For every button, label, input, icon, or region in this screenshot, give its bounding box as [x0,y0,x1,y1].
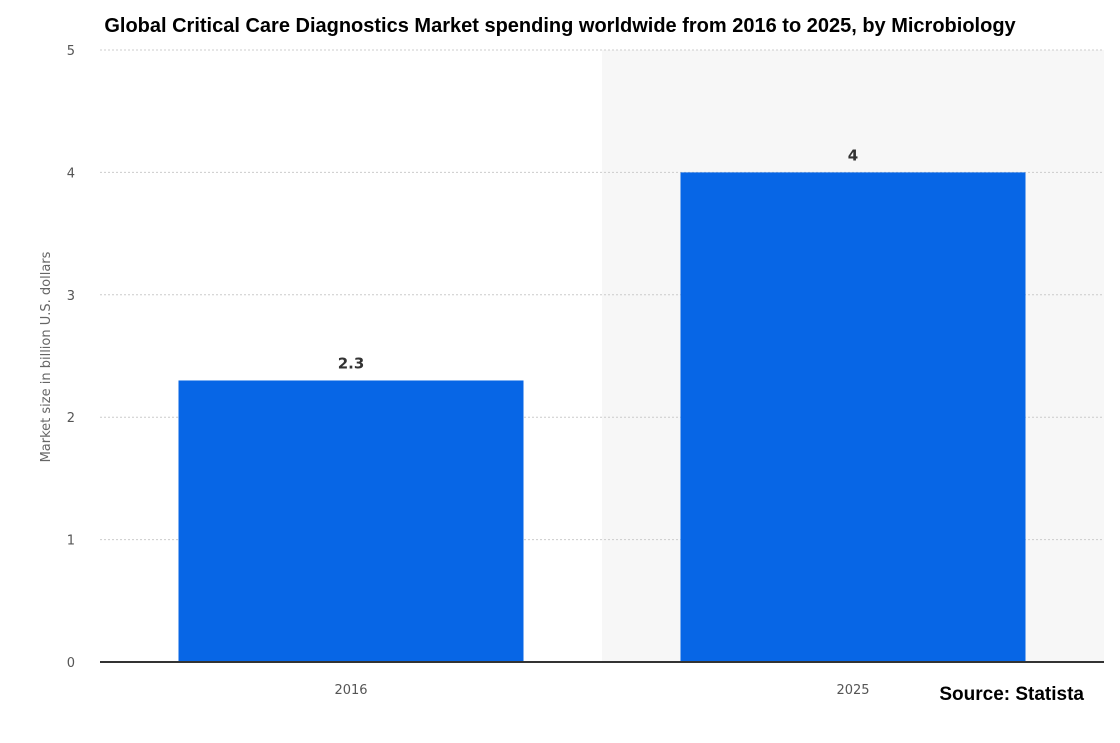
y-axis-label: Market size in billion U.S. dollars [39,251,54,462]
data-label-2016: 2.3 [338,354,365,372]
x-tick-label-2025: 2025 [836,683,869,698]
x-axis-ticks: 2016 2025 [334,683,869,698]
bar-2025 [680,172,1026,662]
x-tick-label-2016: 2016 [334,683,367,698]
bar-2016 [178,380,524,662]
y-tick-label: 0 [67,656,75,671]
y-axis-ticks: 0 1 2 3 4 5 [67,44,75,671]
y-tick-label: 1 [67,534,75,549]
source-label: Source: Statista [939,684,1084,705]
y-tick-label: 4 [67,166,75,181]
chart-title: Global Critical Care Diagnostics Market … [104,15,1016,37]
bars [178,172,1026,662]
y-tick-label: 3 [67,289,75,304]
data-labels: 2.34 [338,146,859,372]
y-tick-label: 5 [67,44,75,59]
y-tick-label: 2 [67,411,75,426]
data-label-2025: 4 [848,146,858,164]
